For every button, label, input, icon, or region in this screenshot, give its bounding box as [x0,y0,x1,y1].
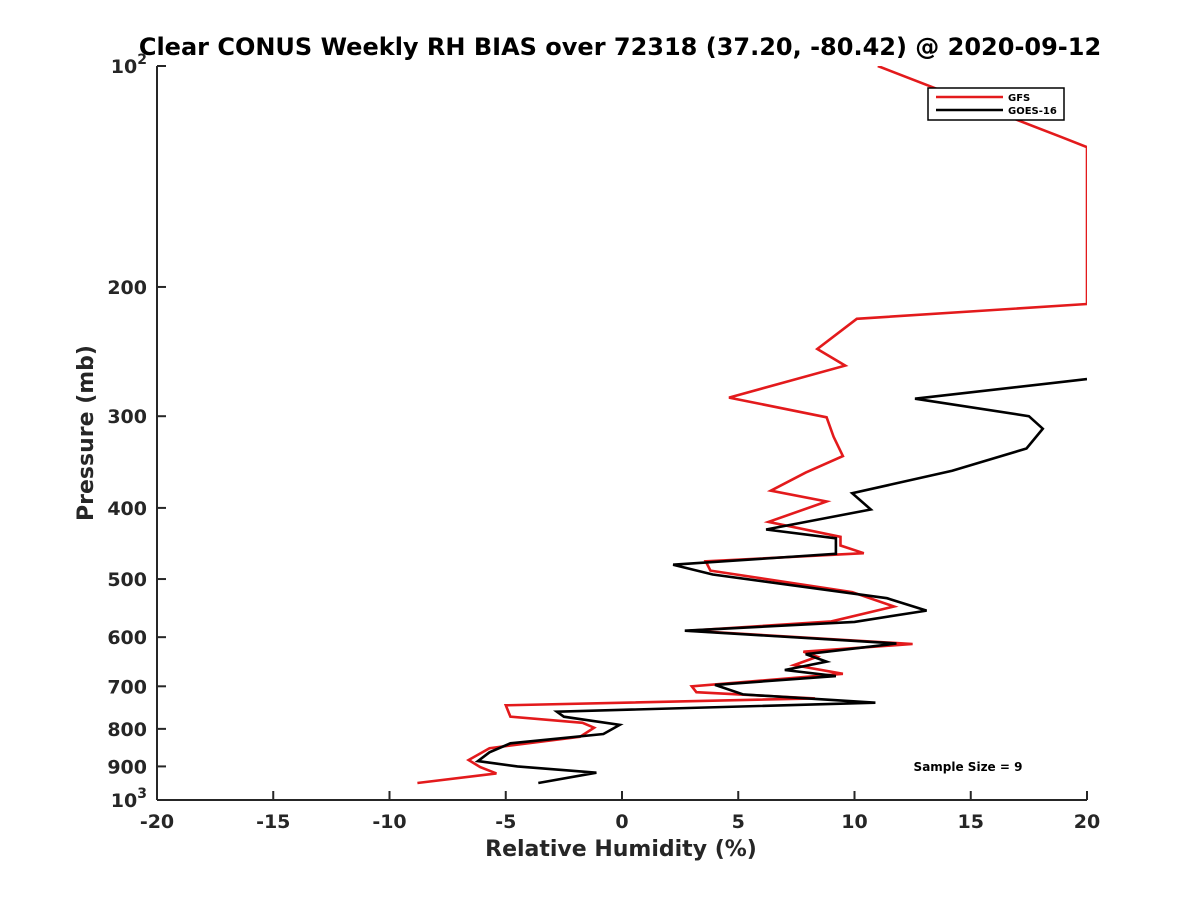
y-tick-label: 102 [111,52,147,78]
x-tick-label: -10 [372,811,406,833]
y-tick-label: 800 [107,719,147,741]
x-axis-ticks: -20 -15 -10 -5 0 5 10 15 20 [140,791,1100,833]
y-tick-label: 400 [107,498,147,520]
series-line-gfs [417,66,1087,785]
y-tick-label: 900 [107,756,147,778]
x-tick-label: 10 [841,811,867,833]
x-tick-label: -5 [495,811,516,833]
y-tick-label: 700 [107,676,147,698]
sample-size-annotation: Sample Size = 9 [914,760,1023,774]
x-tick-label: 5 [732,811,745,833]
legend-label-goes-16: GOES-16 [1008,106,1057,117]
y-tick-label: 300 [107,406,147,428]
x-axis-label: Relative Humidity (%) [485,837,757,862]
y-axis-label: Pressure (mb) [74,345,99,521]
legend: GFS GOES-16 [927,87,1065,121]
x-tick-label: -15 [256,811,290,833]
legend-box [927,87,1065,121]
chart-title: Clear CONUS Weekly RH BIAS over 72318 (3… [139,33,1101,61]
x-tick-label: 15 [958,811,984,833]
y-tick-label: 103 [111,786,147,812]
x-tick-label: 20 [1074,811,1100,833]
series-line-goes-16 [474,377,1087,785]
legend-label-gfs: GFS [1008,93,1030,104]
y-axis-ticks: 102 200 300 400 500 600 700 800 900 103 [107,52,166,812]
y-tick-label: 600 [107,627,147,649]
series-layer [417,66,1087,785]
y-tick-label: 500 [107,569,147,591]
x-tick-label: -20 [140,811,174,833]
x-tick-label: 0 [615,811,628,833]
y-tick-label: 200 [107,277,147,299]
axes-layer [156,66,1087,801]
